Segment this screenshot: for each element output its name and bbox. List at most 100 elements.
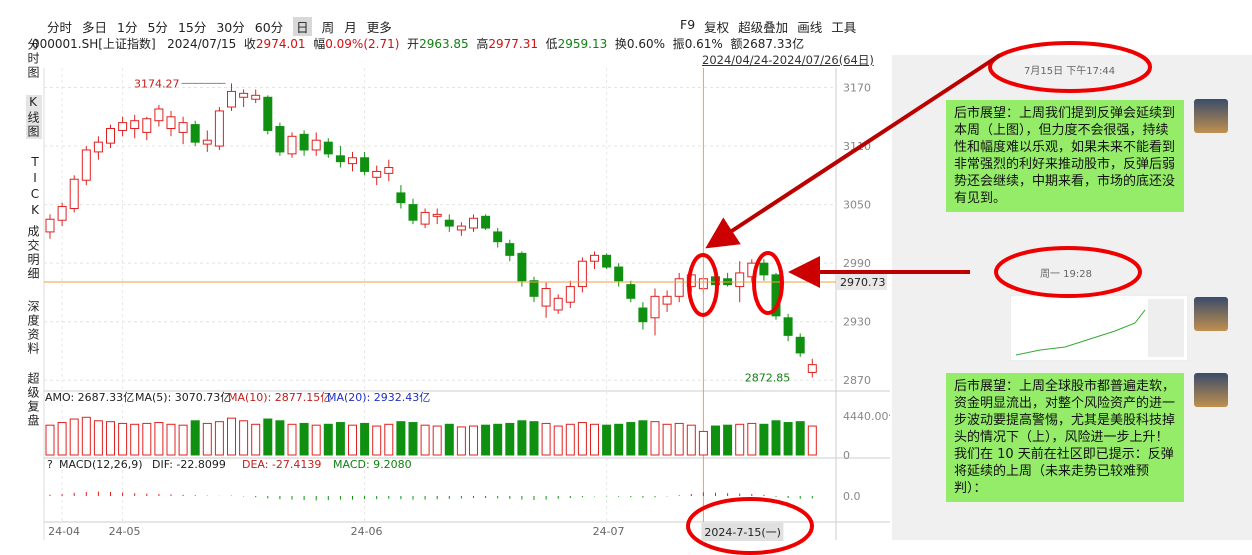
period-button[interactable]: 日: [293, 17, 312, 36]
period-button[interactable]: 周: [321, 20, 335, 35]
sidebar-tab[interactable]: 深度资料: [26, 300, 40, 356]
period-button[interactable]: 60分: [254, 20, 284, 35]
volume-bar: [529, 421, 539, 456]
candle-body: [106, 127, 115, 144]
tool-button[interactable]: 复权: [704, 20, 730, 35]
candle-body: [650, 295, 660, 319]
tool-button[interactable]: F9: [680, 17, 696, 32]
value: 2959.13: [557, 37, 608, 51]
volume-bar: [335, 422, 345, 456]
candle-body: [420, 211, 430, 225]
volume-legend: AMO: 2687.33亿: [45, 391, 134, 404]
candle-body: [541, 288, 551, 307]
candle-body: [662, 295, 672, 305]
candle-body: [614, 266, 624, 282]
candle-body: [783, 317, 793, 336]
min-label: 2872.85: [745, 371, 791, 384]
candle-body: [323, 141, 333, 155]
volume-bar: [214, 421, 224, 456]
image-thumbnail: [1010, 295, 1188, 361]
volume-bar: [614, 423, 624, 456]
volume-bar: [444, 423, 454, 456]
max-label: 3174.27: [134, 77, 180, 90]
candle-body: [456, 225, 466, 231]
candle-body: [686, 274, 696, 288]
volume-bar: [239, 420, 249, 456]
volume-bar: [275, 420, 285, 456]
tool-button[interactable]: 画线: [797, 20, 823, 35]
volume-bar: [650, 421, 660, 456]
candle-body: [251, 94, 261, 100]
candle-body: [190, 124, 200, 143]
value: 0.61%: [684, 37, 723, 51]
period-button[interactable]: 月: [344, 20, 357, 35]
candle-body: [69, 178, 79, 210]
candle-body: [227, 90, 236, 108]
volume-bar: [106, 421, 115, 456]
message-bubble: 后市展望：上周我们提到反弹会延续到本周（上图），但力度不会很强，持续性和幅度难以…: [946, 100, 1184, 212]
label: 额: [730, 37, 743, 51]
candle-body: [444, 219, 454, 227]
candle-body: [747, 262, 757, 278]
value: 2977.31: [488, 37, 538, 51]
y-tick-label: 0.0: [843, 490, 861, 503]
volume-bar: [505, 422, 515, 456]
label: 振: [672, 37, 685, 51]
volume-bar: [396, 421, 406, 456]
volume-bar: [57, 422, 67, 456]
y-tick-label: 0: [843, 449, 850, 462]
tool-button[interactable]: 超级叠加: [738, 20, 789, 35]
sidebar-tab[interactable]: 成交明细: [26, 225, 40, 281]
sidebar-tab[interactable]: TICK: [28, 155, 42, 219]
volume-bar: [771, 420, 781, 456]
candle-body: [311, 139, 321, 151]
candle-body: [711, 276, 720, 286]
candle-body: [239, 92, 249, 98]
candle-body: [275, 126, 285, 153]
period-button[interactable]: 多日: [82, 20, 108, 35]
date: 2024/07/15: [167, 37, 237, 51]
message-bubble: 后市展望：上周全球股市都普遍走软，资金明显流出，对整个风险资产的进一步波动要提高…: [946, 373, 1184, 502]
volume-bar: [69, 418, 79, 456]
crosshair-value: 2970.73: [840, 276, 886, 289]
volume-bar: [493, 423, 503, 456]
volume-bar: [783, 422, 793, 456]
x-tick-label: 24-05: [109, 525, 141, 538]
volume-bar: [360, 422, 370, 456]
sidebar-tab[interactable]: K线图: [26, 95, 42, 139]
candle-body: [553, 297, 563, 311]
candle-body: [214, 110, 224, 147]
volume-bar: [577, 422, 587, 456]
macd-legend: MACD(12,26,9): [59, 458, 143, 471]
period-button[interactable]: 30分: [216, 20, 245, 35]
value: 0.60%: [626, 37, 666, 51]
y-tick-label: 2870: [843, 374, 871, 387]
y-tick-label: 3170: [843, 82, 871, 95]
crosshair-value-box: [837, 273, 887, 290]
period-button[interactable]: 分时: [47, 20, 73, 35]
candle-body: [166, 116, 176, 129]
crosshair-date: 2024-7-15(一): [704, 526, 781, 539]
volume-bar: [81, 416, 91, 456]
period-button[interactable]: 15分: [177, 20, 207, 35]
candle-body: [493, 231, 503, 243]
volume-bar: [299, 422, 309, 456]
period-button[interactable]: 1分: [117, 20, 138, 35]
candle-body: [674, 278, 684, 297]
sidebar-tab[interactable]: 超级复盘: [26, 372, 40, 428]
timestamp: 7月15日 下午17:44: [1024, 66, 1116, 77]
period-button[interactable]: 更多: [366, 20, 392, 35]
tool-toolbar: F9 复权 超级叠加 画线 工具: [680, 17, 856, 36]
volume-bar: [638, 420, 648, 456]
volume-bar: [408, 422, 418, 456]
chart: 2870 2930 2990 3050 3110 3170 24-04 24-05 24-06 2…: [43, 68, 890, 541]
candle-body: [287, 135, 297, 155]
volume-bar: [130, 423, 140, 456]
volume-bar: [590, 423, 599, 456]
sidebar-tab[interactable]: 分时图: [26, 38, 40, 80]
tool-button[interactable]: 工具: [831, 20, 857, 35]
candle-body: [602, 254, 612, 268]
period-button[interactable]: 5分: [147, 20, 168, 35]
candle-body: [771, 274, 781, 317]
